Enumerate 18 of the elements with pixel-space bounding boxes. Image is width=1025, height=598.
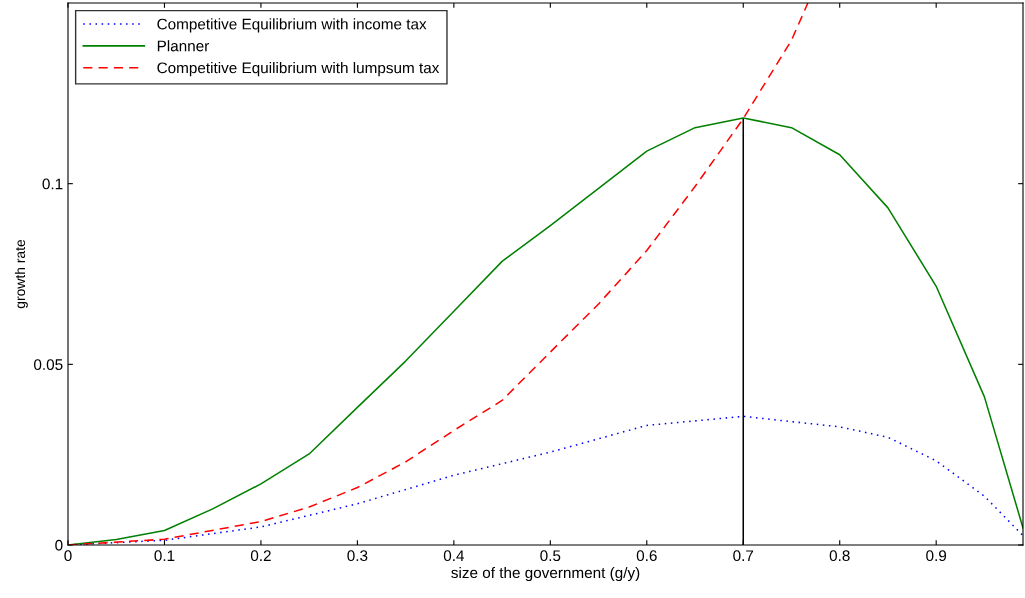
legend-label: Competitive Equilibrium with income tax (157, 18, 427, 33)
x-tick-label: 0.5 (540, 550, 561, 562)
y-tick-label: 0.1 (42, 178, 63, 190)
x-axis-title: size of the government (g/y) (451, 566, 640, 582)
y-tick-label: 0.05 (34, 359, 63, 371)
x-tick-label: 0.6 (636, 550, 657, 562)
x-tick-label: 0.4 (443, 550, 465, 562)
x-tick-label: 0.8 (829, 550, 850, 562)
x-tick-label: 0.9 (926, 550, 947, 562)
y-axis-title: growth rate (14, 239, 28, 309)
y-tick-label: 0 (55, 539, 63, 551)
x-tick-label: 0 (64, 550, 72, 562)
legend-label: Competitive Equilibrium with lumpsum tax (157, 62, 440, 77)
x-tick-label: 0.1 (154, 550, 175, 562)
legend-label: Planner (157, 40, 210, 52)
x-tick-label: 0.7 (733, 550, 754, 562)
x-tick-label: 0.2 (250, 550, 271, 562)
x-tick-label: 0.3 (347, 550, 368, 562)
